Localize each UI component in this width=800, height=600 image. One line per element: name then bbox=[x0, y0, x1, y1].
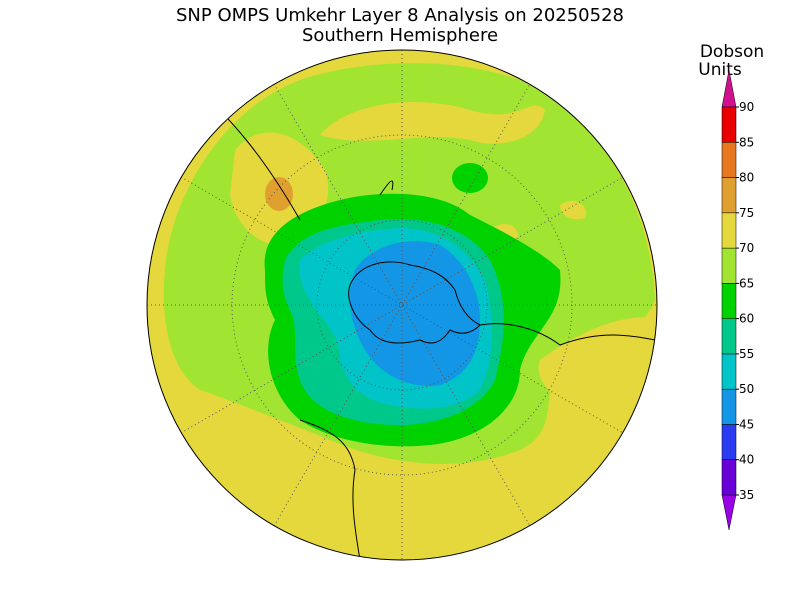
colorbar: 35 40 45 50 55 60 65 70 75 80 85 90 bbox=[721, 69, 754, 531]
colorbar-band bbox=[721, 142, 737, 178]
graticule bbox=[147, 50, 657, 560]
region bbox=[320, 102, 545, 144]
title: SNP OMPS Umkehr Layer 8 Analysis on 2025… bbox=[176, 5, 624, 26]
colorbar-under bbox=[721, 494, 737, 531]
region bbox=[560, 200, 586, 220]
colorbar-tick-label: 70 bbox=[739, 241, 754, 255]
colorbar-band bbox=[721, 177, 737, 214]
colorbar-band bbox=[721, 318, 737, 355]
colorbar-tick-label: 50 bbox=[739, 382, 754, 396]
colorbar-tick-label: 90 bbox=[739, 100, 754, 114]
colorbar-label: Units bbox=[698, 60, 742, 80]
colorbar-tick-label: 60 bbox=[739, 312, 754, 326]
colorbar-band bbox=[721, 353, 737, 390]
colorbar-band bbox=[721, 424, 737, 460]
colorbar-tick-label: 55 bbox=[739, 347, 754, 361]
coastline bbox=[199, 89, 656, 560]
colorbar-band bbox=[721, 283, 737, 319]
colorbar-tick-label: 35 bbox=[739, 488, 754, 502]
colorbar-tick-label: 65 bbox=[739, 276, 754, 290]
colorbar-tick-label: 85 bbox=[739, 135, 754, 149]
map-border bbox=[146, 49, 658, 561]
colorbar-tick-label: 75 bbox=[739, 206, 754, 220]
colorbar-band bbox=[721, 247, 737, 284]
region bbox=[452, 163, 488, 193]
region bbox=[349, 241, 480, 386]
subtitle: Southern Hemisphere bbox=[302, 25, 498, 46]
colorbar-band bbox=[721, 106, 737, 143]
colorbar-tick-label: 45 bbox=[739, 417, 754, 431]
colorbar-band bbox=[721, 212, 737, 249]
colorbar-band bbox=[721, 388, 737, 425]
colorbar-tick-label: 80 bbox=[739, 171, 754, 185]
region bbox=[265, 177, 293, 211]
colorbar-tick-label: 40 bbox=[739, 453, 754, 467]
colorbar-band bbox=[721, 459, 737, 496]
colorbar-label: Dobson bbox=[700, 42, 764, 62]
region bbox=[538, 317, 657, 440]
map bbox=[147, 50, 657, 560]
